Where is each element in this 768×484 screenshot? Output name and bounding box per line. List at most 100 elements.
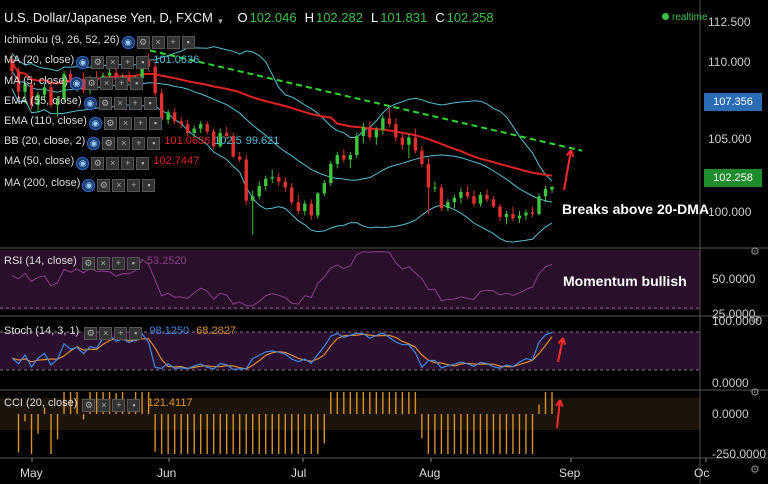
candle-body: [537, 196, 541, 215]
close-icon[interactable]: ×: [99, 327, 113, 340]
legend-row[interactable]: Ichimoku (9, 26, 52, 26) ◉ ⚙ × + ▪: [4, 34, 195, 49]
more-icon[interactable]: ▪: [136, 157, 150, 170]
legend-row[interactable]: MA (50, close) ◉ ⚙ × + ▪ 102.7447: [4, 155, 199, 170]
live-dot-icon: [662, 13, 669, 20]
more-icon[interactable]: ▪: [143, 97, 157, 110]
legend-label: EMA (110, close): [4, 115, 87, 127]
candle-body: [355, 135, 359, 156]
price-tick-label: 100.000: [708, 205, 752, 219]
more-icon[interactable]: ▪: [142, 179, 156, 192]
legend-row[interactable]: BB (20, close, 2) ◉ ⚙ × + ▪ 101.0636 102.5 99.62…: [4, 135, 279, 150]
settings-icon[interactable]: ⚙: [91, 157, 105, 170]
visibility-icon[interactable]: ◉: [76, 157, 90, 170]
visibility-icon[interactable]: ◉: [121, 36, 135, 49]
stoch-tick-label: 100.0000: [712, 314, 762, 328]
stoch-legend[interactable]: Stoch (14, 3, 1) ⚙ × + ▪ 98.1250 68.2827: [4, 325, 236, 340]
add-icon[interactable]: +: [111, 257, 125, 270]
legend-label: BB (20, close, 2): [4, 135, 86, 147]
settings-icon[interactable]: ⚙: [91, 56, 105, 69]
settings-icon[interactable]: ⚙: [81, 257, 95, 270]
candle-body: [342, 155, 346, 160]
settings-icon[interactable]: ⚙: [97, 179, 111, 192]
settings-icon[interactable]: ⚙: [103, 117, 117, 130]
add-icon[interactable]: +: [121, 157, 135, 170]
stoch-k-value: 98.1250: [149, 325, 190, 337]
settings-icon[interactable]: ⚙: [98, 97, 112, 110]
legend-row[interactable]: MA (5, close) ◉ ⚙ × + ▪: [4, 75, 144, 90]
chevron-down-icon[interactable]: ▾: [218, 16, 223, 26]
candle-body: [368, 127, 372, 138]
add-icon[interactable]: +: [121, 56, 135, 69]
more-icon[interactable]: ▪: [148, 117, 162, 130]
close-icon[interactable]: ×: [106, 157, 120, 170]
close-icon[interactable]: ×: [112, 179, 126, 192]
settings-icon[interactable]: ⚙: [82, 399, 96, 412]
visibility-icon[interactable]: ◉: [83, 97, 97, 110]
close-icon[interactable]: ×: [118, 117, 132, 130]
candle-body: [504, 214, 509, 217]
legend-label: MA (50, close): [4, 155, 75, 167]
add-icon[interactable]: +: [127, 179, 141, 192]
close-icon[interactable]: ×: [151, 36, 165, 49]
close-icon[interactable]: ×: [117, 137, 131, 150]
gear-icon[interactable]: ⚙: [750, 464, 760, 476]
visibility-icon[interactable]: ◉: [87, 137, 101, 150]
settings-icon[interactable]: ⚙: [136, 36, 150, 49]
candle-body: [420, 150, 424, 164]
settings-icon[interactable]: ⚙: [85, 77, 99, 90]
candle-body: [511, 214, 515, 219]
candle-body: [491, 199, 496, 207]
gear-icon[interactable]: ⚙: [750, 314, 760, 326]
trend-line: [149, 49, 583, 152]
add-icon[interactable]: +: [114, 327, 128, 340]
gear-icon[interactable]: ⚙: [750, 246, 760, 258]
close-icon[interactable]: ×: [97, 399, 111, 412]
symbol-title[interactable]: U.S. Dollar/Japanese Yen, D, FXCM: [4, 10, 213, 25]
annotation-momentum-bullish: Momentum bullish: [563, 273, 687, 289]
gear-icon[interactable]: ⚙: [750, 387, 760, 399]
more-icon[interactable]: ▪: [130, 77, 144, 90]
candle-body: [16, 71, 21, 92]
candle-body: [29, 84, 34, 106]
candle-body: [316, 193, 320, 216]
add-icon[interactable]: +: [115, 77, 129, 90]
candle-body: [472, 196, 476, 204]
rsi-legend[interactable]: RSI (14, close) ⚙ × + ▪ 53.2520: [4, 255, 187, 270]
more-icon[interactable]: ▪: [126, 257, 140, 270]
close-icon[interactable]: ×: [100, 77, 114, 90]
visibility-icon[interactable]: ◉: [70, 77, 84, 90]
legend-row[interactable]: EMA (55, close) ◉ ⚙ × + ▪: [4, 95, 157, 110]
candle-body: [498, 206, 502, 217]
arrow-price-head: [565, 149, 575, 157]
add-icon[interactable]: +: [133, 117, 147, 130]
cci-legend[interactable]: CCI (20, close) ⚙ × + ▪ 121.4117: [4, 397, 193, 412]
add-icon[interactable]: +: [128, 97, 142, 110]
close-icon[interactable]: ×: [96, 257, 110, 270]
candle-body: [459, 191, 463, 198]
candle-body: [446, 202, 450, 209]
candle-body: [387, 118, 392, 125]
add-icon[interactable]: +: [132, 137, 146, 150]
add-icon[interactable]: +: [112, 399, 126, 412]
close-icon[interactable]: ×: [106, 56, 120, 69]
legend-row[interactable]: MA (20, close) ◉ ⚙ × + ▪ 101.0636: [4, 54, 199, 69]
realtime-label: realtime: [672, 12, 708, 23]
add-icon[interactable]: +: [166, 36, 180, 49]
visibility-icon[interactable]: ◉: [76, 56, 90, 69]
legend-row[interactable]: MA (200, close) ◉ ⚙ × + ▪: [4, 177, 156, 192]
more-icon[interactable]: ▪: [181, 36, 195, 49]
more-icon[interactable]: ▪: [129, 327, 143, 340]
more-icon[interactable]: ▪: [127, 399, 141, 412]
candle-body: [238, 156, 242, 160]
candle-body: [465, 191, 470, 197]
visibility-icon[interactable]: ◉: [88, 117, 102, 130]
more-icon[interactable]: ▪: [147, 137, 161, 150]
legend-row[interactable]: EMA (110, close) ◉ ⚙ × + ▪: [4, 115, 162, 130]
visibility-icon[interactable]: ◉: [82, 179, 96, 192]
close-icon[interactable]: ×: [113, 97, 127, 110]
settings-icon[interactable]: ⚙: [84, 327, 98, 340]
candle-body: [224, 133, 229, 136]
candle-body: [264, 178, 268, 187]
settings-icon[interactable]: ⚙: [102, 137, 116, 150]
more-icon[interactable]: ▪: [136, 56, 150, 69]
